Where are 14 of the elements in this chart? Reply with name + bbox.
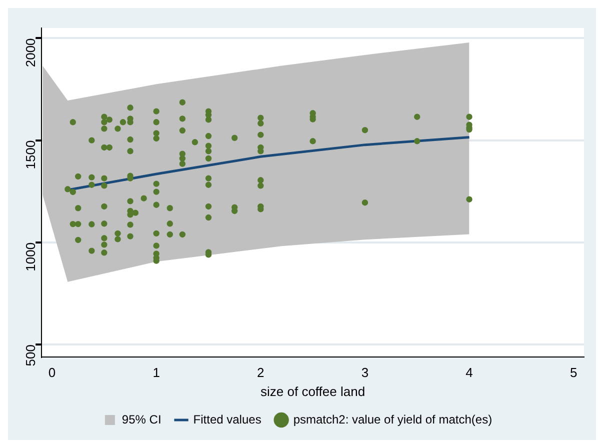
x-tick-label: 5 [570, 365, 578, 380]
legend-label: Fitted values [193, 412, 262, 426]
y-tick-label: 500 [23, 344, 38, 366]
x-tick-label: 2 [257, 365, 264, 380]
y-tick-label: 1000 [23, 242, 38, 272]
legend-label: psmatch2: value of yield of match(es) [293, 412, 492, 426]
x-tick-label: 4 [466, 365, 473, 380]
x-tick-label: 0 [48, 365, 56, 380]
x-tick-label: 1 [152, 365, 160, 380]
y-tick-label: 1500 [23, 140, 38, 170]
x-tick-label: 3 [361, 365, 369, 380]
legend-label: 95% CI [122, 412, 162, 426]
x-axis-title: size of coffee land [260, 384, 366, 399]
y-tick-label: 2000 [23, 38, 38, 68]
